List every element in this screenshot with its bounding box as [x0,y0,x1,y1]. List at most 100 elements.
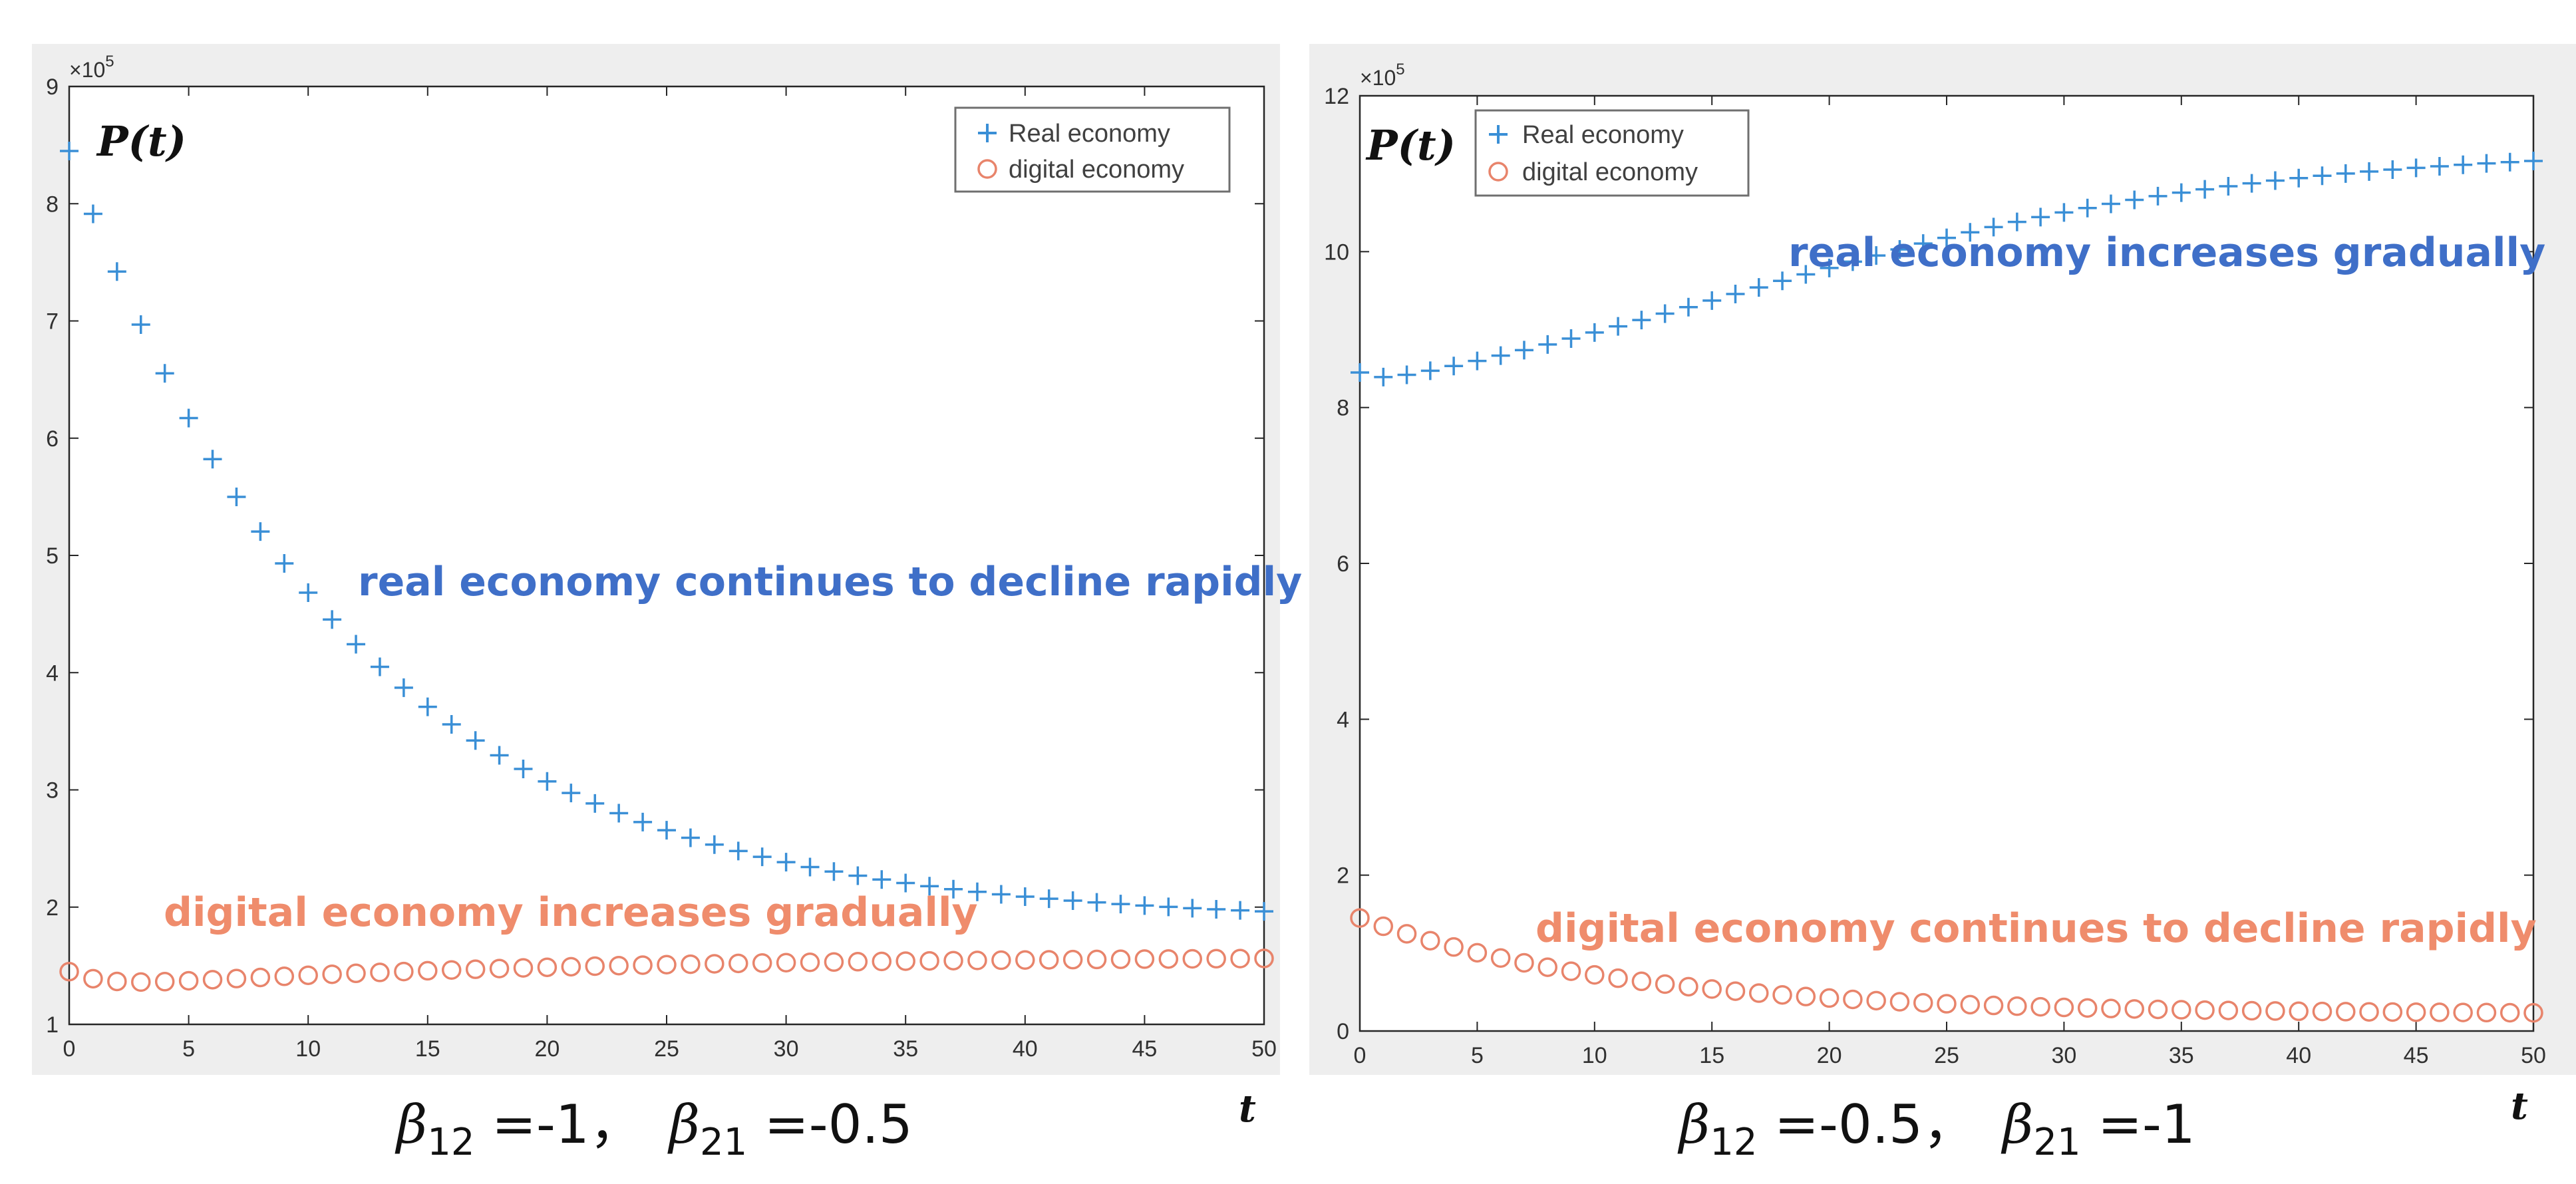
x-tick-label: 25 [654,1036,679,1062]
digital-economy-point [2289,1001,2309,1022]
real-economy-point [705,835,724,854]
digital-economy-point [1631,971,1652,992]
digital-economy-point [752,953,772,973]
left-legend-box [954,106,1231,193]
real-economy-point [824,862,844,881]
digital-economy-point [1467,943,1488,963]
real-economy-point [2289,168,2309,188]
real-economy-point [1726,284,1745,303]
real-economy-point [1702,291,1722,310]
real-economy-point [1111,895,1130,914]
real-economy-point [1843,252,1862,271]
real-economy-point [1796,265,1816,284]
x-tick-label: 0 [63,1036,76,1062]
digital-economy-point [1561,961,1581,981]
digital-economy-point [1373,916,1394,937]
real-economy-point [1749,278,1768,297]
real-economy-point [1937,228,1956,247]
x-tick-label: 5 [182,1036,195,1062]
y-tick-label: 2 [46,895,59,921]
x-tick-label: 5 [1471,1043,1484,1068]
digital-economy-point [1396,924,1417,944]
digital-economy-point [991,950,1011,970]
real-economy-point [227,488,246,507]
digital-economy-point [1913,992,1933,1013]
y-tick-label: 1 [46,1012,59,1038]
real-economy-point [2125,190,2144,210]
x-tick-label: 15 [415,1036,440,1062]
digital-economy-point [1134,949,1155,969]
real-economy-point [896,873,915,893]
digital-economy-point [465,959,486,979]
digital-economy-point [250,967,271,988]
real-economy-point [2148,186,2168,206]
digital-economy-point [1015,950,1035,970]
y-tick-label: 2 [1337,863,1349,889]
digital-economy-point [824,952,844,972]
real-economy-point [562,784,581,803]
real-economy-point [1491,346,1510,365]
digital-economy-point [609,955,629,976]
digital-economy-point [1086,949,1107,970]
digital-economy-point [1350,908,1370,928]
digital-economy-point [513,958,534,978]
real-economy-point [633,812,653,831]
real-economy-point [872,870,891,889]
real-economy-point [514,760,533,778]
right-x-axis-label: t [2511,1084,2528,1128]
digital-economy-point [2195,1000,2215,1020]
real-economy-point [1039,889,1058,909]
digital-economy-point [1679,976,1698,997]
real-economy-point [1609,317,1628,336]
real-economy-point [681,828,700,847]
digital-economy-point [1819,988,1840,1008]
digital-economy-point [561,957,581,977]
real-economy-point [800,857,820,877]
real-economy-point [370,657,389,676]
real-economy-point [490,746,509,765]
x-tick-label: 10 [1582,1043,1607,1068]
real-economy-point [2360,162,2379,181]
x-tick-label: 0 [1354,1043,1367,1068]
real-economy-point [299,583,318,602]
left-data-points [59,141,1274,992]
digital-economy-point [1158,949,1179,969]
digital-economy-point [107,971,127,992]
real-economy-point [2313,166,2332,186]
digital-economy-point [1960,994,1981,1015]
digital-economy-point [298,965,318,985]
real-economy-point [1087,893,1106,912]
right-y-exponent: ×105 [1360,61,1405,90]
digital-economy-point [2406,1002,2426,1022]
x-tick-label: 15 [1699,1043,1724,1068]
y-tick-label: 3 [46,778,59,804]
digital-economy-point [1796,986,1816,1006]
real-economy-point [1773,271,1792,291]
real-economy-point [418,697,437,716]
real-economy-point [2524,151,2543,170]
digital-economy-point [1490,948,1511,968]
x-tick-label: 40 [2286,1043,2311,1068]
real-economy-point [107,262,126,281]
digital-economy-point [1608,968,1628,988]
real-economy-point [1397,365,1416,384]
digital-economy-point [2476,1002,2497,1023]
real-economy-point [728,841,748,861]
digital-economy-point [705,954,724,974]
digital-economy-point [1254,949,1274,968]
real-economy-point [920,877,939,896]
real-economy-point [2454,155,2473,174]
real-economy-point [2195,180,2215,199]
real-economy-point [991,885,1011,904]
left-annotation-digital: digital economy increases gradually [164,889,978,936]
real-economy-point [585,794,605,813]
real-economy-point [1961,223,1980,242]
real-economy-point [538,772,557,791]
real-economy-point [323,610,342,629]
left-legend-digital: digital economy [1009,156,1184,184]
digital-economy-point [346,963,366,984]
digital-economy-point [919,951,939,971]
left-legend: Real economy digital economy [954,106,1231,193]
digital-economy-point [1206,949,1226,969]
